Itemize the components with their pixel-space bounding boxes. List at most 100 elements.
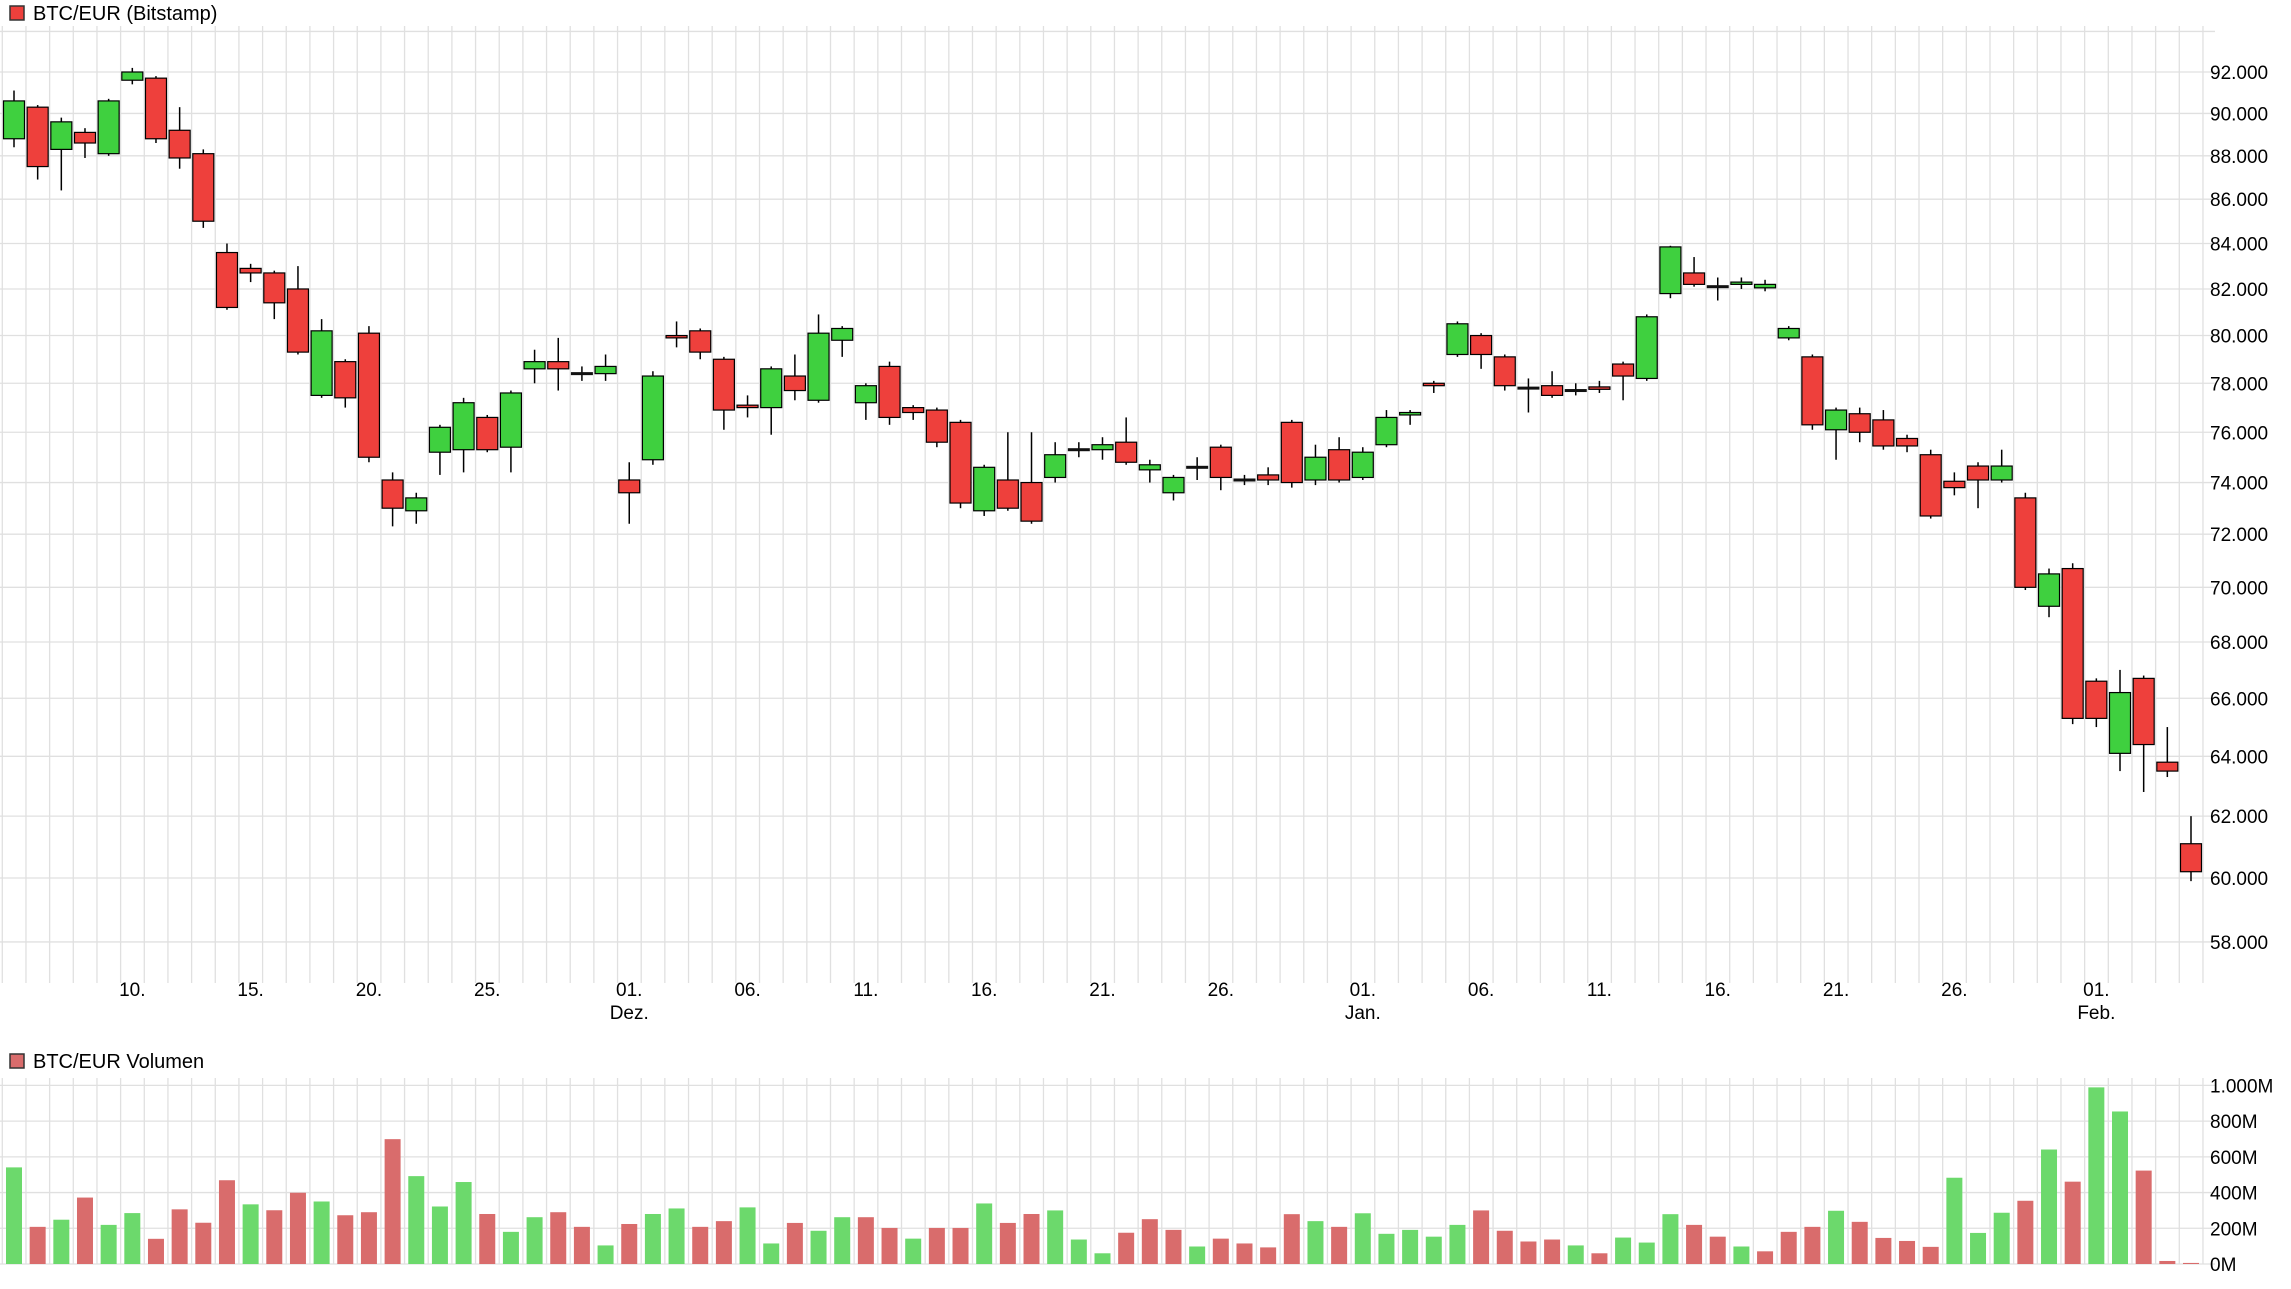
volume-bar-up [1946, 1177, 1963, 1264]
candle-bearish [1020, 481, 1043, 522]
volume-bar-up [124, 1213, 141, 1264]
candle-bearish [1682, 272, 1706, 285]
candle-bullish [831, 327, 854, 341]
candle-bearish [1470, 334, 1493, 356]
volume-bar-up [597, 1245, 614, 1264]
volume-bar-up [2112, 1111, 2129, 1264]
candle-bearish [1257, 474, 1280, 481]
candle-bullish [97, 100, 120, 155]
candle-bearish [547, 361, 570, 370]
candle-bearish [1848, 413, 1871, 433]
price-tick-label: 90.000 [2210, 104, 2268, 125]
volume-bar-up [905, 1238, 922, 1264]
volume-bar-down [1260, 1247, 1277, 1264]
candle-bullish [1777, 327, 1800, 339]
price-plot-area[interactable] [2, 67, 2203, 882]
candle-bullish [2037, 573, 2061, 607]
candle-bearish [878, 365, 901, 419]
price-tick-label: 82.000 [2210, 280, 2268, 301]
volume-bar-up [834, 1217, 851, 1264]
candle-bullish [2108, 691, 2132, 754]
volume-bar-down [218, 1180, 235, 1264]
volume-bar-down [384, 1139, 401, 1264]
volume-bar-down [692, 1226, 709, 1264]
price-tick-label: 72.000 [2210, 525, 2268, 546]
volume-bar-down [1851, 1221, 1868, 1264]
candle-bullish [1091, 444, 1114, 451]
candle-bearish [239, 267, 262, 274]
price-legend: BTC/EUR (Bitstamp) [9, 3, 217, 25]
volume-bar-down [621, 1223, 638, 1264]
price-tick-label: 78.000 [2210, 374, 2268, 395]
volume-bar-up [53, 1219, 70, 1264]
candle-bearish [665, 334, 688, 339]
candle-bearish [902, 407, 925, 414]
volume-bar-down [1544, 1239, 1561, 1264]
candle-bearish [1611, 363, 1635, 377]
volume-bar-down [289, 1192, 306, 1264]
candle-bearish [263, 272, 286, 304]
candle-bearish [689, 330, 712, 353]
candle-bearish [2179, 843, 2203, 873]
volume-bar-up [1828, 1210, 1845, 1264]
volume-bar-down [1875, 1237, 1892, 1264]
candle-bearish [2085, 680, 2108, 719]
volume-bar-down [1899, 1240, 1916, 1264]
candle-bullish [121, 71, 144, 81]
candle-bearish [1209, 446, 1232, 479]
candle-bullish [499, 392, 523, 448]
volume-bar-up [739, 1207, 756, 1264]
volume-bar-down [1686, 1224, 1703, 1264]
candle-bearish [783, 375, 806, 392]
candle-bearish [381, 479, 404, 509]
price-tick-label: 70.000 [2210, 578, 2268, 599]
volume-plot-area[interactable] [6, 1087, 2199, 1264]
candle-bullish [1304, 456, 1327, 481]
price-tick-label: 64.000 [2210, 747, 2268, 768]
candle-bearish [286, 288, 310, 353]
price-grid [0, 26, 2215, 983]
price-legend-marker-icon [9, 5, 25, 21]
volume-bar-up [1307, 1221, 1324, 1264]
volume-bar-up [1189, 1246, 1206, 1264]
candle-bullish [523, 361, 546, 370]
volume-bar-up [526, 1217, 543, 1264]
month-tick-label: Feb. [2077, 1003, 2115, 1024]
volume-tick-label: 800M [2210, 1112, 2258, 1133]
volume-bar-down [1520, 1241, 1537, 1264]
volume-bar-up [1567, 1245, 1584, 1264]
candle-bullish [973, 466, 996, 512]
candle-bearish [1966, 465, 1990, 481]
volume-bar-down [1023, 1213, 1040, 1264]
volume-bar-down [2159, 1260, 2176, 1264]
date-tick-label: 06. [734, 980, 760, 1001]
volume-bar-down [1283, 1214, 1300, 1264]
volume-bar-up [1993, 1212, 2010, 1264]
volume-tick-label: 0M [2210, 1255, 2236, 1276]
date-tick-label: 06. [1468, 980, 1494, 1001]
volume-bar-up [1094, 1253, 1111, 1264]
candle-bearish [144, 77, 168, 140]
candle-bullish [641, 375, 665, 461]
price-tick-label: 80.000 [2210, 327, 2268, 348]
candle-bullish [1375, 416, 1398, 446]
candle-bearish [736, 404, 759, 409]
month-tick-label: Jan. [1345, 1003, 1381, 1024]
volume-bar-down [1236, 1243, 1253, 1264]
candle-doji [1517, 386, 1540, 390]
date-tick-label: 26. [1208, 980, 1234, 1001]
date-tick-label: 11. [1587, 980, 1612, 1001]
volume-axis-labels: 1.000M 800M 600M 400M 200M 0M [2210, 1076, 2273, 1276]
volume-bar-down [1496, 1230, 1513, 1264]
volume-bar-up [1070, 1239, 1087, 1264]
candle-bullish [1162, 476, 1185, 494]
volume-bar-down [1212, 1238, 1229, 1264]
volume-bar-down [952, 1227, 969, 1264]
volume-bar-down [857, 1217, 874, 1264]
volume-bar-down [2182, 1262, 2199, 1264]
volume-bar-down [1141, 1219, 1158, 1264]
candle-bullish [50, 121, 73, 151]
volume-bar-down [1709, 1236, 1726, 1264]
price-legend-label: BTC/EUR (Bitstamp) [33, 3, 217, 25]
